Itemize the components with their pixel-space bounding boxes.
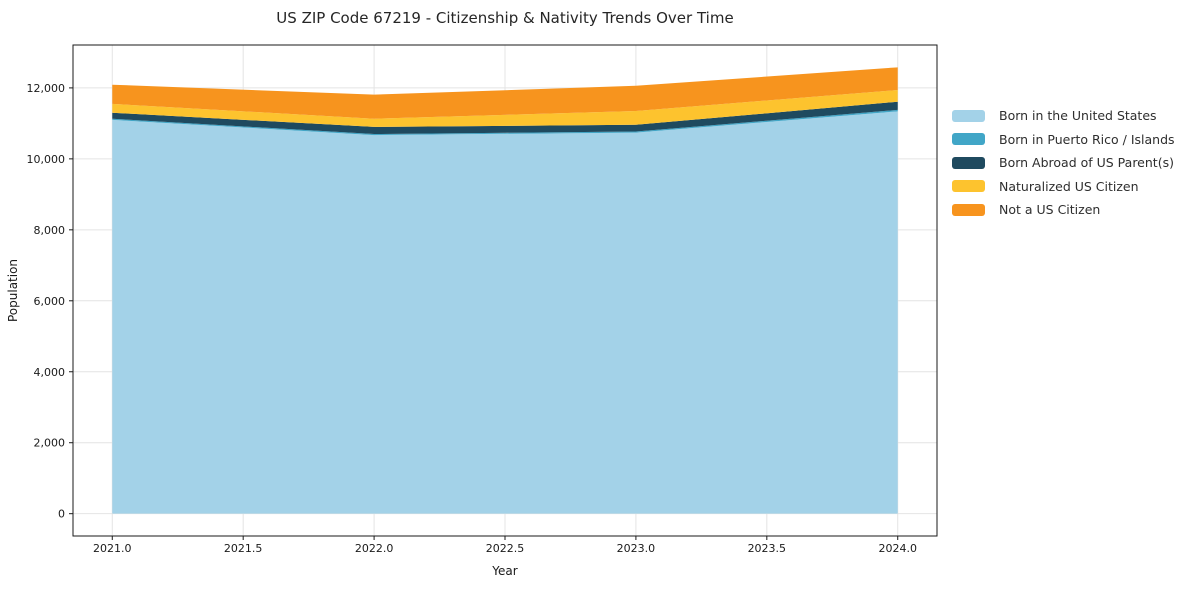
area-series-2	[112, 101, 898, 135]
legend-label-not-citizen: Not a US Citizen	[999, 202, 1101, 218]
legend-swatch-born-us-icon	[952, 109, 985, 122]
legend-item-naturalized: Naturalized US Citizen	[952, 175, 1175, 199]
legend: Born in the United States Born in Puerto…	[952, 104, 1175, 222]
y-tick-label-0: 0	[58, 508, 65, 521]
x-axis-label: Year	[491, 564, 517, 578]
legend-label-born-abroad: Born Abroad of US Parent(s)	[999, 155, 1174, 171]
area-series-0	[112, 111, 898, 514]
legend-label-puerto-rico: Born in Puerto Rico / Islands	[999, 131, 1175, 147]
area-series-3	[112, 90, 898, 127]
legend-item-puerto-rico: Born in Puerto Rico / Islands	[952, 128, 1175, 152]
y-tick-label-4: 8,000	[34, 224, 66, 237]
chart-title: US ZIP Code 67219 - Citizenship & Nativi…	[276, 9, 734, 27]
y-tick-label-5: 10,000	[27, 153, 66, 166]
y-tick-label-6: 12,000	[27, 82, 66, 95]
legend-swatch-not-citizen-icon	[952, 203, 985, 216]
x-tick-label-0: 2021.0	[93, 542, 132, 555]
x-tick-label-5: 2023.5	[748, 542, 787, 555]
area-series-4	[112, 67, 898, 119]
x-tick-label-4: 2023.0	[617, 542, 656, 555]
legend-swatch-naturalized-icon	[952, 180, 985, 193]
y-tick-label-1: 2,000	[34, 437, 66, 450]
y-tick-label-2: 4,000	[34, 366, 66, 379]
legend-swatch-puerto-rico-icon	[952, 133, 985, 146]
legend-item-born-us: Born in the United States	[952, 104, 1175, 128]
y-axis-label: Population	[6, 259, 20, 322]
legend-label-born-us: Born in the United States	[999, 108, 1157, 124]
legend-item-not-citizen: Not a US Citizen	[952, 198, 1175, 222]
x-tick-label-2: 2022.0	[355, 542, 394, 555]
legend-item-born-abroad: Born Abroad of US Parent(s)	[952, 151, 1175, 175]
x-tick-label-6: 2024.0	[878, 542, 917, 555]
legend-swatch-born-abroad-icon	[952, 156, 985, 169]
legend-label-naturalized: Naturalized US Citizen	[999, 178, 1139, 194]
x-tick-label-3: 2022.5	[486, 542, 525, 555]
x-tick-label-1: 2021.5	[224, 542, 263, 555]
y-tick-label-3: 6,000	[34, 295, 66, 308]
